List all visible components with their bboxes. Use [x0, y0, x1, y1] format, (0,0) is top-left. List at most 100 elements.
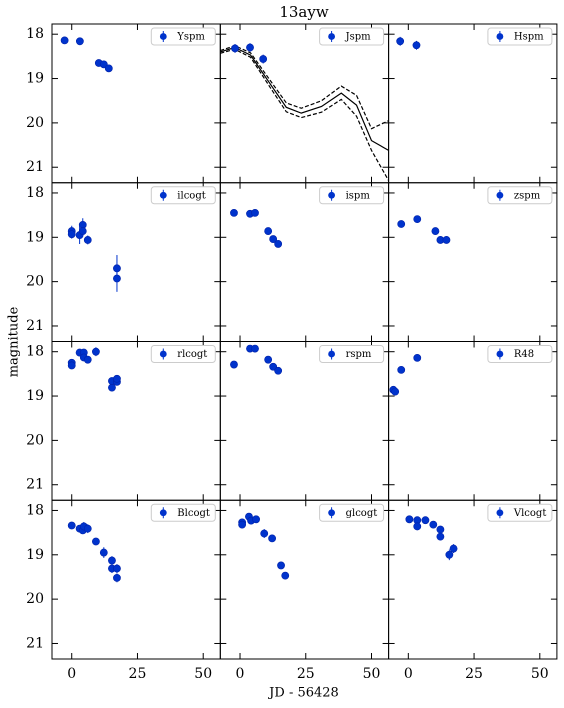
y-tick-label: 21	[26, 318, 44, 334]
legend-label: Hspm	[514, 32, 544, 43]
data-point	[264, 227, 273, 235]
data-point	[264, 355, 273, 364]
data-point	[436, 532, 445, 541]
data-point	[108, 383, 116, 392]
data-point	[92, 347, 100, 356]
legend-box	[150, 186, 216, 205]
data-point	[113, 274, 121, 283]
panel-frame	[51, 499, 221, 660]
data-point	[405, 515, 414, 524]
x-tick-label: 25	[129, 666, 147, 682]
data-point	[67, 521, 76, 530]
legend-label: zspm	[514, 190, 541, 201]
x-tick-label: 0	[404, 666, 413, 682]
data-point	[104, 64, 113, 73]
data-point	[67, 361, 76, 370]
legend-label: Yspm	[176, 32, 205, 43]
y-tick-label: 20	[26, 591, 44, 607]
y-tick-label: 21	[26, 635, 44, 651]
legend-box	[487, 345, 553, 363]
panel-frame	[388, 182, 558, 342]
legend-label: R48	[514, 349, 534, 360]
legend-box	[487, 503, 553, 522]
panel-plot	[405, 515, 458, 561]
data-point	[75, 37, 84, 46]
data-point	[436, 525, 445, 534]
data-point	[83, 355, 92, 364]
legend-box	[319, 186, 385, 205]
model-line	[220, 48, 389, 181]
data-point	[108, 556, 116, 565]
panel-plot	[230, 209, 283, 248]
y-tick-label: 20	[26, 115, 44, 131]
data-point	[113, 374, 121, 383]
legend-box	[487, 186, 553, 205]
legend-marker	[159, 33, 167, 40]
data-point	[429, 520, 438, 529]
figure-title: 13ayw	[279, 3, 329, 21]
legend-marker	[159, 350, 167, 358]
data-point	[413, 354, 422, 362]
legend-marker	[328, 509, 335, 517]
data-point	[246, 43, 254, 52]
data-point	[99, 548, 108, 557]
legend-marker	[328, 191, 335, 199]
y-tick-label: 21	[26, 159, 44, 175]
data-point	[277, 561, 285, 570]
legend-marker	[159, 509, 167, 517]
legend-marker	[496, 33, 504, 40]
panel-plot	[67, 347, 121, 392]
legend-box	[487, 27, 553, 46]
panel-plot	[220, 43, 389, 181]
model-line	[220, 45, 389, 130]
x-tick-label: 50	[531, 666, 549, 682]
legend-label: Jspm	[345, 32, 372, 43]
x-axis-label: JD - 56428	[267, 686, 339, 701]
data-point	[83, 524, 92, 533]
y-tick-label: 19	[26, 71, 44, 87]
y-tick-label: 19	[26, 388, 44, 404]
data-point	[231, 44, 239, 53]
legend-box	[150, 345, 216, 363]
x-tick-label: 0	[67, 666, 76, 682]
data-point	[413, 215, 422, 224]
data-point	[269, 235, 278, 243]
legend-marker	[328, 33, 335, 40]
data-point	[230, 209, 238, 217]
data-point	[230, 360, 238, 369]
data-point	[251, 209, 259, 217]
data-point	[113, 564, 121, 573]
data-point	[449, 544, 458, 553]
x-tick-label: 25	[297, 666, 315, 682]
y-tick-label: 19	[26, 547, 44, 563]
legend-marker	[496, 350, 504, 358]
legend-label: glcogt	[346, 508, 378, 519]
data-point	[413, 522, 422, 531]
data-point	[260, 529, 269, 538]
data-point	[60, 36, 69, 45]
x-tick-label: 50	[363, 666, 381, 682]
data-point	[259, 55, 268, 63]
data-point	[252, 515, 260, 524]
legend-label: rspm	[346, 349, 372, 360]
data-point	[113, 573, 121, 582]
panel-frame	[219, 341, 390, 501]
legend-label: rlcogt	[177, 349, 207, 360]
data-point	[397, 365, 406, 374]
panel-frame	[219, 182, 390, 342]
legend-marker	[496, 191, 504, 199]
data-point	[281, 571, 290, 580]
y-axis-label: magnitude	[7, 306, 22, 377]
data-point	[67, 230, 76, 239]
data-point	[397, 220, 406, 228]
panel-frame	[51, 341, 221, 501]
data-point	[251, 344, 259, 353]
data-point	[238, 520, 247, 529]
model-line	[220, 46, 389, 151]
legend-label: ilcogt	[177, 190, 205, 201]
panel-plot	[60, 36, 113, 73]
panel-plot	[397, 215, 451, 244]
data-point	[92, 537, 100, 546]
y-tick-label: 18	[26, 344, 44, 360]
